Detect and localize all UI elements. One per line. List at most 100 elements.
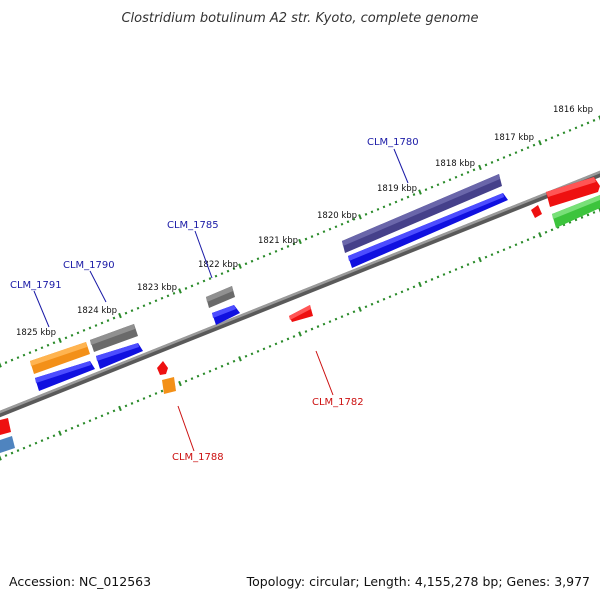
- inner-track-tick: [430, 278, 434, 281]
- cds-blue-1790[interactable]: [96, 343, 143, 369]
- gene-label-clm1791[interactable]: CLM_1791: [10, 280, 62, 291]
- outer-track-tick: [106, 319, 110, 322]
- inner-track-tick: [274, 342, 278, 346]
- outer-track-tick: [532, 143, 536, 147]
- inner-track-tick: [490, 253, 494, 257]
- gene-clm1780[interactable]: [342, 174, 502, 253]
- inner-track-tick: [514, 243, 518, 247]
- outer-track-tick: [112, 316, 116, 320]
- inner-track-tick: [394, 292, 398, 296]
- gene-label-clm1790[interactable]: CLM_1790: [63, 260, 115, 271]
- gene-orange-1788[interactable]: [162, 377, 176, 394]
- gene-red-1788[interactable]: [157, 361, 168, 375]
- gene-grey-1790[interactable]: [90, 324, 138, 352]
- cds-blue-1791[interactable]: [35, 361, 95, 391]
- outer-track-tick: [448, 178, 452, 182]
- inner-track-tick: [550, 228, 554, 232]
- outer-track-tick: [100, 321, 104, 325]
- inner-track-tick: [544, 230, 548, 234]
- inner-track-tick: [376, 300, 380, 304]
- tick-label-1824: 1824 kbp: [77, 306, 117, 316]
- outer-track-tick: [340, 222, 344, 226]
- outer-track-tick: [28, 351, 32, 355]
- outer-track-tick: [208, 277, 212, 280]
- outer-track-tick: [514, 151, 518, 154]
- outer-track-tick: [124, 311, 128, 315]
- gene-green-right[interactable]: [552, 195, 600, 228]
- inner-track-tick: [382, 297, 386, 301]
- gene-orange-1791[interactable]: [30, 342, 90, 374]
- inner-track-tick: [328, 320, 332, 323]
- gene-label-clm1782[interactable]: CLM_1782: [312, 397, 364, 408]
- outer-track-tick: [322, 230, 326, 233]
- gene-labels: CLM_1780 CLM_1785 CLM_1790 CLM_1791 CLM_…: [10, 137, 419, 463]
- outer-track-tick: [550, 136, 554, 140]
- outer-track-tick: [460, 173, 464, 177]
- cds-blue-1785[interactable]: [212, 305, 240, 325]
- inner-track-tick: [112, 409, 116, 413]
- outer-track-tick: [184, 287, 188, 290]
- inner-track-tick: [238, 356, 242, 362]
- outer-track-tick: [16, 356, 20, 359]
- tick-label-1825: 1825 kbp: [16, 328, 56, 338]
- inner-track-tick: [82, 421, 86, 425]
- inner-track-tick: [538, 232, 542, 238]
- inner-track-tick: [496, 250, 500, 254]
- outer-track-tick: [346, 220, 350, 224]
- outer-track-tick: [190, 284, 194, 288]
- gene-red-left[interactable]: [0, 418, 11, 435]
- outer-track-tick: [592, 119, 596, 122]
- outer-track-tick: [418, 189, 422, 195]
- inner-track-tick: [256, 349, 260, 353]
- label-connectors: [33, 148, 409, 452]
- outer-track-tick: [4, 361, 8, 364]
- outer-track-tick: [130, 309, 134, 313]
- map-title: Clostridium botulinum A2 str. Kyoto, com…: [121, 11, 478, 26]
- inner-track-tick: [334, 317, 338, 321]
- inner-track-tick: [574, 218, 578, 222]
- inner-track-tick: [250, 352, 254, 356]
- cds-blue-1780[interactable]: [348, 193, 508, 268]
- outer-track-tick: [580, 124, 584, 127]
- outer-track-tick: [40, 346, 44, 350]
- inner-track-tick: [214, 367, 218, 371]
- inner-track-tick: [298, 331, 302, 337]
- outer-track-tick: [388, 203, 392, 206]
- inner-track-tick: [322, 322, 326, 326]
- outer-track-tick: [292, 242, 296, 246]
- inner-track-tick: [412, 285, 416, 289]
- inner-track-tick: [148, 394, 152, 398]
- outer-track-tick: [316, 232, 320, 236]
- outer-track-tick: [508, 153, 512, 157]
- gene-steelblue-left[interactable]: [0, 436, 15, 453]
- gene-red-right[interactable]: [546, 177, 600, 207]
- outer-track-tick: [142, 304, 146, 308]
- gene-grey-1785[interactable]: [206, 286, 235, 308]
- outer-track-tick: [82, 329, 86, 332]
- inner-track-tick: [400, 290, 404, 294]
- outer-track-tick: [88, 326, 92, 330]
- outer-track-tick: [358, 214, 362, 220]
- gene-red-small-right[interactable]: [531, 205, 542, 218]
- inner-track-tick: [478, 256, 482, 263]
- outer-track-tick: [58, 337, 62, 343]
- outer-track-tick: [10, 358, 14, 362]
- inner-track-tick: [520, 240, 524, 244]
- gene-label-clm1788[interactable]: CLM_1788: [172, 452, 224, 463]
- inner-track-tick: [52, 434, 56, 438]
- inner-track-tick: [310, 327, 314, 331]
- gene-red-1782[interactable]: [289, 305, 313, 322]
- outer-track-tick: [310, 235, 314, 238]
- inner-track-tick: [154, 392, 158, 395]
- outer-track-tick: [274, 250, 278, 253]
- gene-label-clm1785[interactable]: CLM_1785: [167, 220, 219, 231]
- outer-track-tick: [136, 306, 140, 310]
- outer-track-tick: [52, 341, 56, 345]
- inner-track-tick: [64, 429, 68, 433]
- inner-track-tick: [136, 399, 140, 403]
- inner-track-tick: [406, 287, 410, 291]
- gene-label-clm1780[interactable]: CLM_1780: [367, 137, 419, 148]
- outer-track-tick: [286, 245, 290, 248]
- tick-label-1821: 1821 kbp: [258, 236, 298, 246]
